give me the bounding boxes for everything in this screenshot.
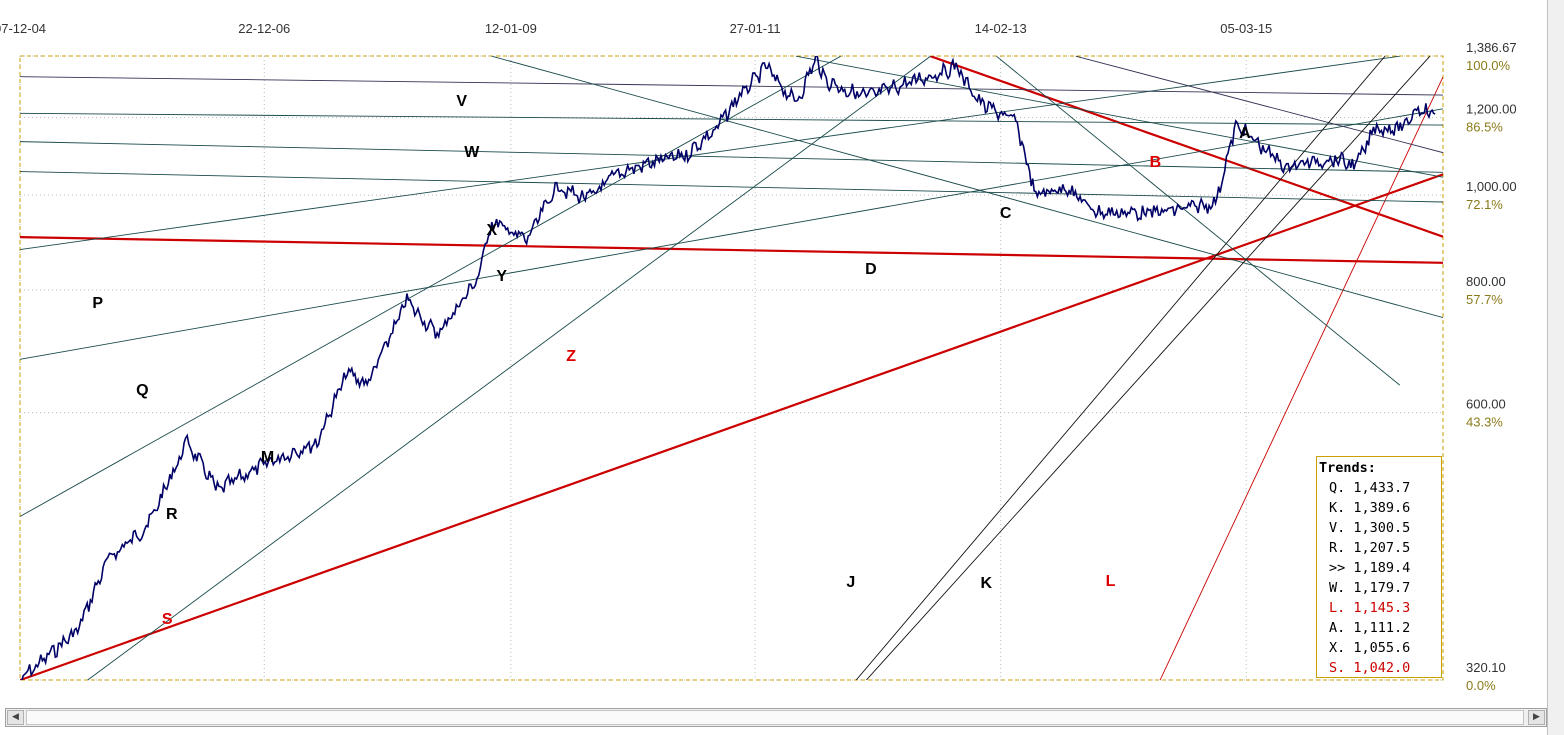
trend-label-d: D [865, 261, 877, 278]
trend-label-m: M [261, 449, 274, 466]
trend-label-c: C [1000, 205, 1012, 222]
trend-row-label: K. [1329, 500, 1354, 516]
y-percent-label: 57.7% [1466, 292, 1503, 307]
y-percent-label: 72.1% [1466, 197, 1503, 212]
trends-legend-row: S. 1,042.0 [1319, 658, 1441, 678]
trends-legend-rows: Q. 1,433.7 K. 1,389.6 V. 1,300.5 R. 1,207.5… [1319, 478, 1441, 678]
trend-line-q [20, 108, 1443, 360]
trend-line-z [20, 236, 1443, 264]
y-percent-label: 100.0% [1466, 58, 1511, 73]
scroll-left-arrow-icon[interactable]: ◀ [7, 710, 24, 725]
trend-line-v [20, 76, 1443, 96]
trend-row-label: R. [1329, 540, 1354, 556]
x-tick-label: 22-12-06 [238, 21, 290, 36]
trend-row-value: 1,189.4 [1353, 560, 1411, 576]
y-percent-label: 86.5% [1466, 120, 1503, 135]
trend-row-label: V. [1329, 520, 1354, 536]
trend-label-j: J [846, 574, 855, 591]
x-tick-label: 12-01-09 [485, 21, 537, 36]
y-tick-label: 320.10 [1466, 660, 1506, 675]
trend-line-l [1159, 76, 1443, 680]
y-tick-label: 1,000.00 [1466, 179, 1517, 194]
trend-line-y [20, 171, 1443, 203]
price-series [20, 56, 1436, 680]
trend-row-label: X. [1329, 640, 1354, 656]
trend-row-label: W. [1329, 580, 1354, 596]
trend-label-v: V [456, 93, 467, 110]
horizontal-scrollbar[interactable]: ◀ ▶ [5, 708, 1547, 727]
trends-legend-row: R. 1,207.5 [1319, 538, 1441, 558]
trend-row-value: 1,111.2 [1353, 620, 1411, 636]
price-line [20, 56, 1436, 680]
trend-label-y: Y [496, 268, 507, 285]
trends-legend-row: V. 1,300.5 [1319, 518, 1441, 538]
trends-legend-row: L. 1,145.3 [1319, 598, 1441, 618]
trend-label-l: L [1106, 573, 1116, 590]
trends-legend-row: >> 1,189.4 [1319, 558, 1441, 578]
trend-row-value: 1,042.0 [1353, 660, 1411, 676]
x-tick-label: 27-01-11 [730, 21, 781, 36]
trend-label-s: S [162, 611, 173, 628]
trends-legend: Trends: Q. 1,433.7 K. 1,389.6 V. 1,300.5 R.… [1316, 456, 1442, 678]
trend-line-x [20, 141, 1443, 173]
plot-frame [19, 55, 1444, 681]
trend-row-label: Q. [1329, 480, 1354, 496]
x-tick-label: 07-12-04 [0, 21, 46, 36]
trend-row-label: >> [1329, 560, 1354, 576]
x-tick-label: 14-02-13 [975, 21, 1027, 36]
x-axis-ticks: 07-12-04 22-12-06 12-01-09 27-01-11 14-02-13… [0, 21, 1272, 36]
trend-label-k: K [980, 575, 992, 592]
trends-legend-row: K. 1,389.6 [1319, 498, 1441, 518]
trend-label-a: A [1239, 125, 1251, 142]
trend-row-label: L. [1329, 600, 1354, 616]
trend-line-c [796, 56, 1443, 178]
trend-row-value: 1,300.5 [1353, 520, 1411, 536]
trend-lines [20, 56, 1443, 680]
trend-line-b [930, 56, 1443, 238]
trend-row-label: S. [1329, 660, 1354, 676]
trends-legend-row: Q. 1,433.7 [1319, 478, 1441, 498]
trends-legend-row: X. 1,055.6 [1319, 638, 1441, 658]
trend-row-value: 1,207.5 [1353, 540, 1411, 556]
trend-label-z: Z [566, 348, 576, 365]
trend-label-q: Q [136, 382, 148, 399]
trend-line-labels: S Z B L V W X Y P Q M R D C A J K [92, 93, 1251, 628]
trend-line-e [996, 56, 1401, 386]
trend-line-p [20, 56, 1400, 251]
y-tick-label: 1,200.00 [1466, 102, 1517, 117]
scroll-right-arrow-icon[interactable]: ▶ [1528, 710, 1545, 725]
y-axis-ticks: 1,386.67 100.0% 1,200.00 86.5% 1,000.00 72.1%… [1466, 40, 1517, 693]
trend-line-r [87, 56, 931, 680]
trends-legend-row: W. 1,179.7 [1319, 578, 1441, 598]
trend-line-j [855, 56, 1386, 680]
trend-label-b: B [1150, 154, 1162, 171]
trend-row-value: 1,145.3 [1353, 600, 1411, 616]
trend-line-w [20, 112, 1443, 126]
trends-legend-title: Trends: [1319, 460, 1376, 476]
trend-label-r: R [166, 506, 178, 523]
trend-label-x: X [486, 222, 497, 239]
trend-line-d [491, 56, 1443, 319]
y-percent-label: 0.0% [1466, 678, 1496, 693]
trend-line-m [20, 56, 841, 517]
trend-row-label: A. [1329, 620, 1354, 636]
y-tick-label: 800.00 [1466, 274, 1506, 289]
y-percent-label: 43.3% [1466, 415, 1503, 430]
window-edge [1547, 0, 1564, 735]
scrollbar-thumb[interactable] [26, 710, 1524, 725]
trend-line-a [1075, 56, 1443, 154]
trend-row-value: 1,179.7 [1353, 580, 1411, 596]
trend-label-w: W [464, 144, 480, 161]
trends-legend-row: A. 1,111.2 [1319, 618, 1441, 638]
trend-row-value: 1,389.6 [1353, 500, 1411, 516]
trend-row-value: 1,433.7 [1353, 480, 1411, 496]
y-tick-label: 1,386.67 [1466, 40, 1517, 55]
trend-row-value: 1,055.6 [1353, 640, 1411, 656]
trend-label-p: P [92, 295, 103, 312]
x-tick-label: 05-03-15 [1220, 21, 1272, 36]
y-tick-label: 600.00 [1466, 397, 1506, 412]
